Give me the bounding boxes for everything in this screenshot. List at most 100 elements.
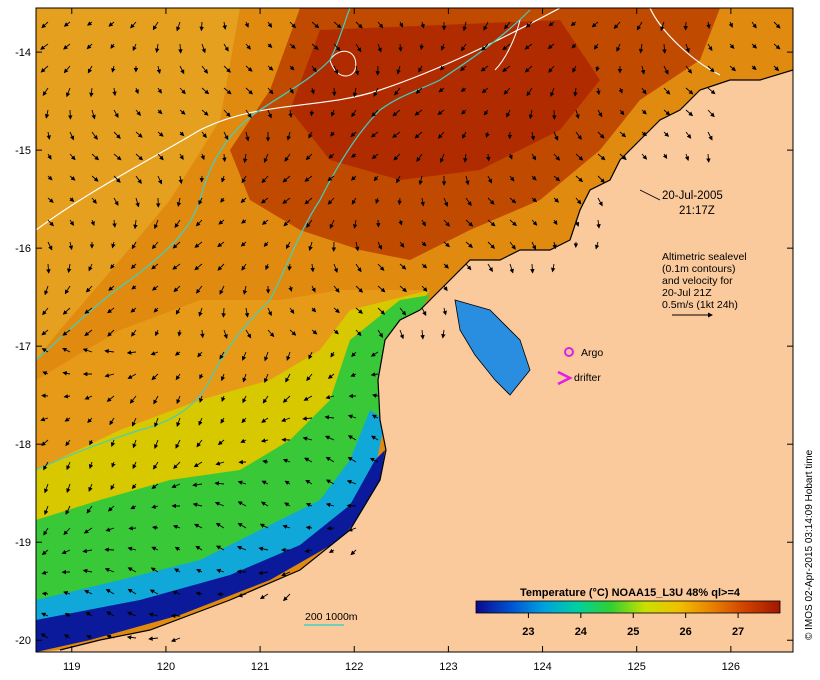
- velocity-arrow: [506, 109, 511, 118]
- velocity-arrow: [369, 457, 379, 463]
- velocity-arrow: [773, 21, 781, 29]
- velocity-arrow: [311, 21, 320, 29]
- velocity-arrow: [83, 527, 93, 534]
- velocity-arrow: [62, 329, 71, 336]
- velocity-arrow: [196, 569, 203, 574]
- velocity-arrow: [105, 589, 115, 595]
- velocity-arrow: [597, 153, 606, 161]
- lat-tick-label: -20: [15, 635, 31, 647]
- velocity-arrow: [304, 175, 313, 182]
- velocity-arrow: [751, 65, 757, 71]
- velocity-arrow: [305, 153, 313, 161]
- velocity-arrow: [392, 109, 401, 117]
- velocity-arrow: [439, 153, 445, 164]
- velocity-arrow: [179, 131, 185, 137]
- velocity-arrow: [46, 131, 51, 140]
- velocity-arrow: [153, 307, 159, 313]
- velocity-arrow: [149, 589, 159, 595]
- velocity-arrow: [148, 612, 159, 617]
- velocity-arrow: [438, 87, 445, 93]
- lon-tick-label: 120: [157, 661, 175, 673]
- velocity-arrow: [41, 591, 49, 597]
- velocity-arrow: [282, 458, 291, 463]
- velocity-arrow: [172, 241, 181, 249]
- velocity-arrow: [552, 241, 557, 250]
- velocity-arrow: [151, 263, 159, 270]
- velocity-arrow: [219, 285, 225, 295]
- velocity-arrow: [350, 131, 357, 138]
- velocity-arrow: [112, 219, 117, 228]
- velocity-arrow: [483, 109, 489, 116]
- velocity-arrow: [311, 285, 316, 293]
- velocity-arrow: [397, 197, 402, 206]
- velocity-arrow: [465, 175, 470, 186]
- velocity-arrow: [350, 549, 357, 556]
- velocity-arrow: [260, 438, 269, 443]
- velocity-arrow: [245, 329, 252, 339]
- velocity-arrow: [135, 131, 143, 138]
- velocity-arrow: [89, 439, 94, 446]
- plot-frame: [35, 7, 794, 653]
- velocity-arrow: [415, 87, 423, 94]
- velocity-arrow: [259, 593, 269, 600]
- velocity-arrow: [595, 65, 600, 72]
- velocity-arrow: [350, 153, 357, 158]
- velocity-arrow: [242, 395, 247, 404]
- velocity-arrow: [175, 439, 181, 449]
- velocity-arrow: [305, 503, 313, 508]
- velocity-arrow: [707, 65, 715, 73]
- velocity-arrow: [284, 480, 291, 485]
- velocity-arrow: [460, 65, 467, 72]
- velocity-arrow: [241, 351, 247, 361]
- velocity-arrows: [40, 21, 781, 642]
- velocity-arrow: [61, 549, 71, 555]
- velocity-arrow: [66, 263, 72, 274]
- velocity-arrow: [113, 197, 119, 206]
- king-sound-inlet: [454, 299, 531, 396]
- velocity-arrow: [87, 65, 93, 74]
- credit-text: © IMOS 02-Apr-2015 03:14:09 Hobart time: [804, 449, 815, 640]
- velocity-arrow: [130, 263, 137, 270]
- velocity-arrow: [240, 197, 247, 204]
- velocity-arrow: [463, 153, 468, 163]
- velocity-arrow: [41, 612, 49, 617]
- velocity-arrow: [441, 329, 446, 339]
- velocity-arrow: [663, 109, 671, 116]
- velocity-arrow: [151, 546, 159, 551]
- velocity-arrow: [347, 456, 357, 463]
- velocity-arrow: [289, 43, 296, 49]
- velocity-arrow: [68, 241, 74, 251]
- velocity-arrow: [198, 197, 203, 206]
- velocity-arrow: [355, 263, 362, 273]
- velocity-arrow: [217, 263, 225, 271]
- velocity-arrow: [502, 65, 511, 72]
- velocity-arrow: [355, 43, 362, 53]
- velocity-arrow: [153, 395, 159, 405]
- velocity-arrow: [157, 109, 163, 115]
- velocity-arrow: [443, 197, 449, 207]
- velocity-arrow: [154, 417, 159, 428]
- velocity-arrow: [310, 87, 315, 95]
- velocity-arrow: [62, 347, 71, 353]
- velocity-arrow: [707, 131, 713, 141]
- velocity-arrow: [530, 263, 535, 274]
- velocity-arrow: [82, 568, 93, 574]
- velocity-arrow: [421, 241, 427, 247]
- velocity-arrow: [215, 522, 225, 529]
- velocity-arrow: [127, 546, 137, 552]
- velocity-arrow: [47, 241, 53, 251]
- velocity-arrow: [44, 483, 49, 494]
- velocity-arrow: [571, 43, 577, 49]
- velocity-arrow: [192, 482, 203, 488]
- velocity-arrow: [241, 263, 247, 271]
- velocity-arrow: [63, 21, 71, 27]
- velocity-arrow: [282, 175, 291, 183]
- velocity-arrow: [371, 435, 379, 441]
- velocity-arrow: [663, 65, 669, 75]
- velocity-arrow: [157, 153, 164, 161]
- velocity-arrow: [531, 197, 538, 203]
- velocity-arrow: [150, 351, 159, 356]
- velocity-arrow: [104, 567, 115, 573]
- velocity-arrow: [350, 175, 357, 181]
- velocity-arrow: [707, 87, 716, 95]
